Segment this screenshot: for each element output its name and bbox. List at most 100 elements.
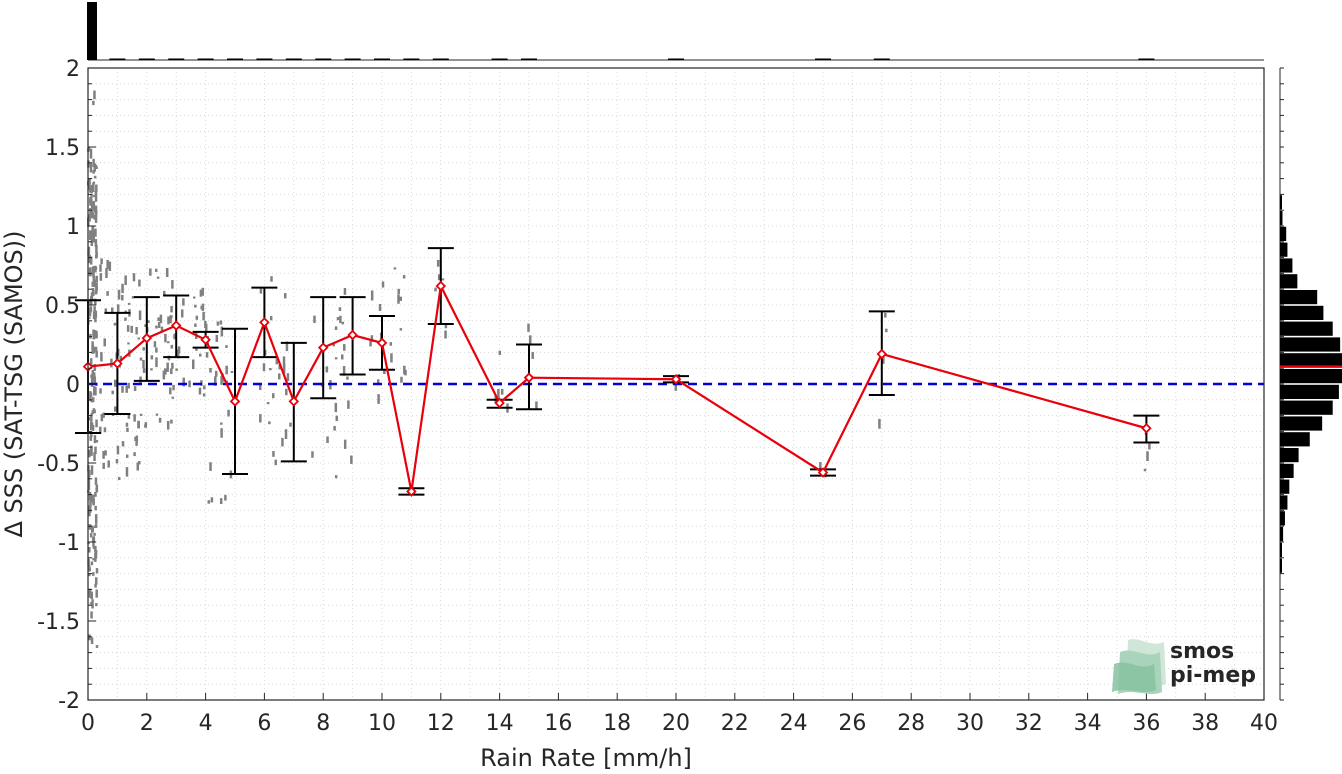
- scatter-point: [91, 599, 94, 609]
- scatter-point: [171, 396, 175, 399]
- x-tick-label: 6: [257, 711, 271, 736]
- x-tick-label: 34: [1074, 711, 1102, 736]
- scatter-point: [92, 181, 96, 184]
- scatter-point: [137, 337, 140, 340]
- scatter-point: [94, 545, 97, 552]
- scatter-point: [94, 477, 98, 485]
- scatter-point: [90, 637, 94, 645]
- scatter-point: [100, 258, 103, 265]
- x-tick-label: 8: [316, 711, 330, 736]
- axis-layer: 0 2 4 6 8 10 12 14 16 18 20 22 24 26 28 30 32 34 36 38 40-2-…: [0, 57, 1278, 772]
- scatter-point: [130, 325, 133, 333]
- scatter-point: [334, 357, 338, 360]
- right-histogram-bar: [1280, 416, 1323, 431]
- scatter-point: [93, 452, 96, 462]
- right-histogram-bar: [1280, 226, 1287, 242]
- scatter-point: [346, 376, 349, 380]
- scatter-point: [90, 422, 94, 426]
- right-histogram-bar: [1280, 526, 1284, 542]
- scatter-point: [105, 268, 108, 278]
- scatter-point: [92, 311, 96, 320]
- right-histogram-bar: [1280, 447, 1299, 463]
- scatter-point: [89, 602, 93, 605]
- scatter-point: [390, 353, 393, 363]
- top-histogram-bar: [227, 58, 243, 60]
- scatter-point: [259, 414, 262, 423]
- scatter-point: [282, 356, 286, 366]
- scatter-point: [88, 309, 92, 317]
- logo-text-pi-mep: pi-mep: [1170, 663, 1256, 688]
- scatter-point: [115, 459, 119, 464]
- scatter-point: [92, 230, 96, 235]
- scatter-point: [194, 304, 197, 308]
- scatter-point: [170, 315, 173, 319]
- scatter-point: [88, 469, 91, 477]
- x-tick-label: 36: [1132, 711, 1160, 736]
- top-histogram-bar: [668, 58, 684, 60]
- scatter-point: [90, 415, 93, 422]
- scatter-point: [88, 255, 92, 264]
- scatter-point: [138, 279, 141, 287]
- y-tick-label: 1.5: [45, 136, 80, 161]
- scatter-point: [124, 317, 127, 321]
- scatter-point: [157, 321, 161, 328]
- scatter-point: [878, 418, 881, 429]
- scatter-point: [91, 424, 95, 431]
- scatter-point: [110, 307, 114, 314]
- scatter-point: [182, 377, 185, 387]
- scatter-point: [188, 380, 191, 388]
- scatter-point: [164, 368, 167, 375]
- scatter-point: [103, 338, 106, 347]
- smos-pimep-logo: smos pi-mep: [1112, 639, 1256, 694]
- scatter-point: [103, 427, 107, 433]
- scatter-point: [142, 368, 146, 373]
- scatter-point: [88, 317, 91, 320]
- scatter-point: [87, 250, 90, 256]
- x-tick-label: 38: [1191, 711, 1219, 736]
- scatter-point: [90, 399, 94, 403]
- scatter-point: [500, 388, 504, 395]
- scatter-point: [95, 603, 98, 607]
- scatter-point: [193, 296, 196, 299]
- scatter-point: [88, 508, 91, 517]
- right-histogram-bar: [1280, 432, 1310, 447]
- scatter-point: [93, 279, 97, 288]
- scatter-point: [93, 175, 97, 179]
- scatter-point: [269, 368, 272, 371]
- scatter-point: [95, 275, 98, 283]
- scatter-point: [139, 413, 143, 416]
- scatter-point: [91, 538, 95, 543]
- scatter-point: [92, 200, 96, 211]
- scatter-point: [274, 459, 277, 466]
- right-histogram-bar: [1280, 558, 1282, 573]
- scatter-point: [194, 323, 197, 327]
- top-histogram-bar: [491, 58, 508, 60]
- scatter-point: [102, 412, 105, 418]
- scatter-point: [94, 191, 98, 195]
- scatter-point: [90, 193, 93, 197]
- mean-point: [494, 397, 505, 409]
- scatter-point: [91, 500, 94, 503]
- scatter-point: [171, 362, 174, 369]
- scatter-point: [370, 290, 374, 301]
- scatter-point: [87, 476, 91, 484]
- scatter-point: [1148, 443, 1151, 450]
- y-tick-label: -1: [58, 531, 80, 556]
- scatter-point: [150, 355, 154, 360]
- right-histogram-bar: [1280, 305, 1324, 321]
- top-histogram-bar: [873, 58, 890, 60]
- scatter-point: [90, 374, 93, 379]
- right-histogram-bar: [1280, 242, 1288, 257]
- x-tick-label: 28: [897, 711, 925, 736]
- scatter-point: [332, 343, 336, 347]
- scatter-point: [91, 397, 95, 403]
- top-histogram-bar: [138, 58, 155, 60]
- scatter-point: [92, 558, 95, 561]
- scatter-point: [167, 316, 170, 325]
- scatter-point: [94, 446, 97, 455]
- scatter-point: [92, 408, 96, 411]
- scatter-point: [90, 413, 94, 416]
- scatter-point: [220, 326, 224, 337]
- scatter-point: [92, 329, 95, 337]
- scatter-point: [195, 315, 199, 320]
